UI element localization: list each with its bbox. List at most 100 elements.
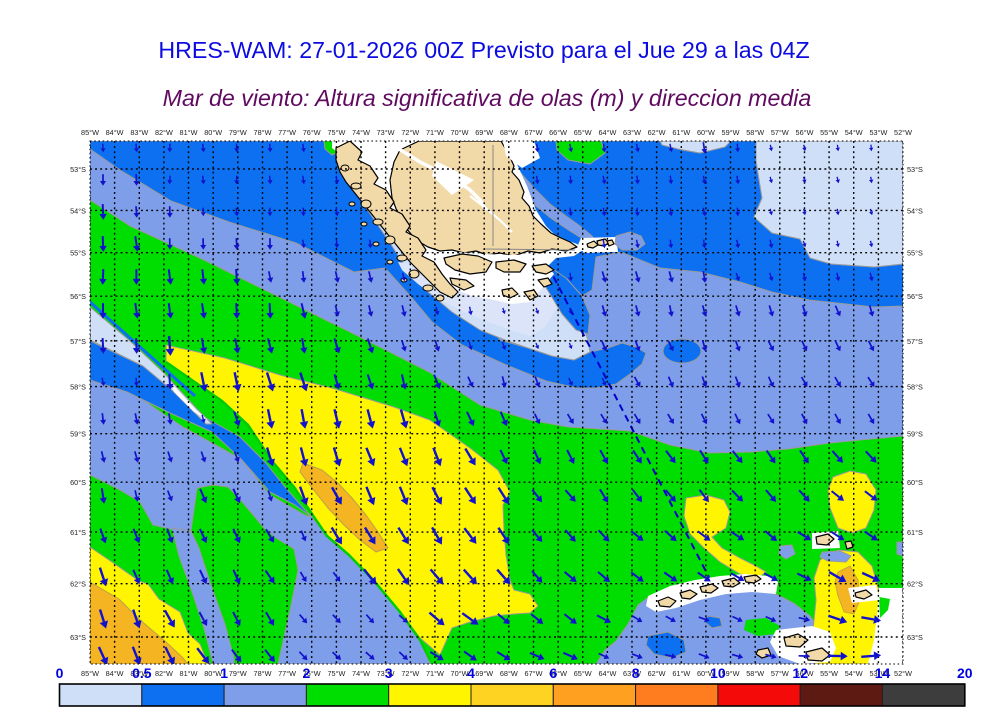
svg-text:67°W: 67°W bbox=[525, 128, 543, 137]
svg-text:61°S: 61°S bbox=[70, 528, 86, 537]
svg-text:55°S: 55°S bbox=[907, 249, 923, 258]
svg-text:74°W: 74°W bbox=[352, 669, 370, 678]
svg-text:6: 6 bbox=[549, 665, 557, 681]
svg-text:56°S: 56°S bbox=[907, 292, 923, 301]
svg-text:76°W: 76°W bbox=[303, 669, 321, 678]
svg-text:85°W: 85°W bbox=[81, 669, 99, 678]
svg-text:58°S: 58°S bbox=[907, 383, 923, 392]
svg-text:20: 20 bbox=[957, 665, 973, 681]
svg-text:73°W: 73°W bbox=[377, 128, 395, 137]
svg-text:65°W: 65°W bbox=[574, 669, 592, 678]
svg-text:12: 12 bbox=[792, 665, 808, 681]
svg-text:82°W: 82°W bbox=[155, 128, 173, 137]
svg-text:59°W: 59°W bbox=[722, 669, 740, 678]
svg-text:57°W: 57°W bbox=[771, 128, 789, 137]
svg-text:54°S: 54°S bbox=[907, 206, 923, 215]
svg-text:58°W: 58°W bbox=[746, 669, 764, 678]
svg-text:62°W: 62°W bbox=[648, 128, 666, 137]
svg-text:57°S: 57°S bbox=[70, 337, 86, 346]
svg-text:52°W: 52°W bbox=[894, 128, 912, 137]
svg-text:62°S: 62°S bbox=[907, 580, 923, 589]
svg-text:0.5: 0.5 bbox=[132, 665, 152, 681]
svg-text:82°W: 82°W bbox=[155, 669, 173, 678]
svg-text:0: 0 bbox=[56, 665, 64, 681]
svg-text:64°W: 64°W bbox=[598, 669, 616, 678]
svg-text:68°W: 68°W bbox=[500, 669, 518, 678]
svg-text:HRES-WAM: 27-01-2026 00Z Previ: HRES-WAM: 27-01-2026 00Z Previsto para e… bbox=[158, 37, 809, 63]
svg-text:81°W: 81°W bbox=[180, 669, 198, 678]
svg-text:75°W: 75°W bbox=[327, 128, 345, 137]
svg-text:62°S: 62°S bbox=[70, 580, 86, 589]
svg-text:53°S: 53°S bbox=[70, 165, 86, 174]
svg-text:72°W: 72°W bbox=[401, 128, 419, 137]
svg-text:74°W: 74°W bbox=[352, 128, 370, 137]
svg-text:56°W: 56°W bbox=[796, 669, 814, 678]
svg-text:60°S: 60°S bbox=[907, 478, 923, 487]
svg-text:53°W: 53°W bbox=[869, 669, 887, 678]
svg-text:71°W: 71°W bbox=[426, 128, 444, 137]
svg-text:78°W: 78°W bbox=[254, 669, 272, 678]
svg-text:3: 3 bbox=[385, 665, 393, 681]
svg-text:55°W: 55°W bbox=[820, 669, 838, 678]
svg-text:60°W: 60°W bbox=[697, 669, 715, 678]
svg-text:77°W: 77°W bbox=[278, 128, 296, 137]
svg-text:70°W: 70°W bbox=[451, 128, 469, 137]
svg-text:77°W: 77°W bbox=[278, 669, 296, 678]
svg-text:80°W: 80°W bbox=[204, 669, 222, 678]
svg-text:78°W: 78°W bbox=[254, 128, 272, 137]
svg-text:60°W: 60°W bbox=[697, 128, 715, 137]
svg-text:64°W: 64°W bbox=[598, 128, 616, 137]
svg-text:66°W: 66°W bbox=[549, 669, 567, 678]
svg-text:66°W: 66°W bbox=[549, 128, 567, 137]
svg-text:61°S: 61°S bbox=[907, 528, 923, 537]
svg-text:54°W: 54°W bbox=[845, 669, 863, 678]
svg-text:10: 10 bbox=[710, 665, 726, 681]
svg-text:8: 8 bbox=[632, 665, 640, 681]
svg-text:54°S: 54°S bbox=[70, 206, 86, 215]
svg-text:59°S: 59°S bbox=[907, 430, 923, 439]
svg-text:62°W: 62°W bbox=[648, 669, 666, 678]
svg-text:73°W: 73°W bbox=[377, 669, 395, 678]
svg-text:53°S: 53°S bbox=[907, 165, 923, 174]
svg-text:63°S: 63°S bbox=[70, 633, 86, 642]
svg-text:61°W: 61°W bbox=[672, 669, 690, 678]
svg-text:83°W: 83°W bbox=[130, 128, 148, 137]
svg-text:53°W: 53°W bbox=[869, 128, 887, 137]
svg-text:55°W: 55°W bbox=[820, 128, 838, 137]
svg-text:72°W: 72°W bbox=[401, 669, 419, 678]
svg-text:57°W: 57°W bbox=[771, 669, 789, 678]
svg-text:63°S: 63°S bbox=[907, 633, 923, 642]
svg-text:85°W: 85°W bbox=[81, 128, 99, 137]
svg-text:80°W: 80°W bbox=[204, 128, 222, 137]
svg-text:14: 14 bbox=[875, 665, 891, 681]
svg-text:84°W: 84°W bbox=[106, 669, 124, 678]
svg-text:83°W: 83°W bbox=[130, 669, 148, 678]
svg-text:57°S: 57°S bbox=[907, 337, 923, 346]
svg-text:56°S: 56°S bbox=[70, 292, 86, 301]
svg-text:79°W: 79°W bbox=[229, 128, 247, 137]
svg-text:67°W: 67°W bbox=[525, 669, 543, 678]
svg-text:69°W: 69°W bbox=[475, 669, 493, 678]
svg-text:63°W: 63°W bbox=[623, 128, 641, 137]
svg-text:61°W: 61°W bbox=[672, 128, 690, 137]
svg-text:4: 4 bbox=[467, 665, 475, 681]
svg-text:68°W: 68°W bbox=[500, 128, 518, 137]
svg-text:76°W: 76°W bbox=[303, 128, 321, 137]
svg-text:81°W: 81°W bbox=[180, 128, 198, 137]
svg-text:55°S: 55°S bbox=[70, 249, 86, 258]
svg-text:75°W: 75°W bbox=[327, 669, 345, 678]
svg-text:71°W: 71°W bbox=[426, 669, 444, 678]
svg-text:58°W: 58°W bbox=[746, 128, 764, 137]
svg-text:69°W: 69°W bbox=[475, 128, 493, 137]
svg-text:1: 1 bbox=[220, 665, 228, 681]
svg-text:58°S: 58°S bbox=[70, 383, 86, 392]
svg-text:84°W: 84°W bbox=[106, 128, 124, 137]
svg-text:59°W: 59°W bbox=[722, 128, 740, 137]
svg-text:Mar de viento: Altura signific: Mar de viento: Altura significativa de o… bbox=[163, 85, 812, 111]
svg-text:65°W: 65°W bbox=[574, 128, 592, 137]
svg-text:56°W: 56°W bbox=[796, 128, 814, 137]
svg-text:70°W: 70°W bbox=[451, 669, 469, 678]
svg-text:63°W: 63°W bbox=[623, 669, 641, 678]
svg-text:59°S: 59°S bbox=[70, 430, 86, 439]
svg-text:79°W: 79°W bbox=[229, 669, 247, 678]
